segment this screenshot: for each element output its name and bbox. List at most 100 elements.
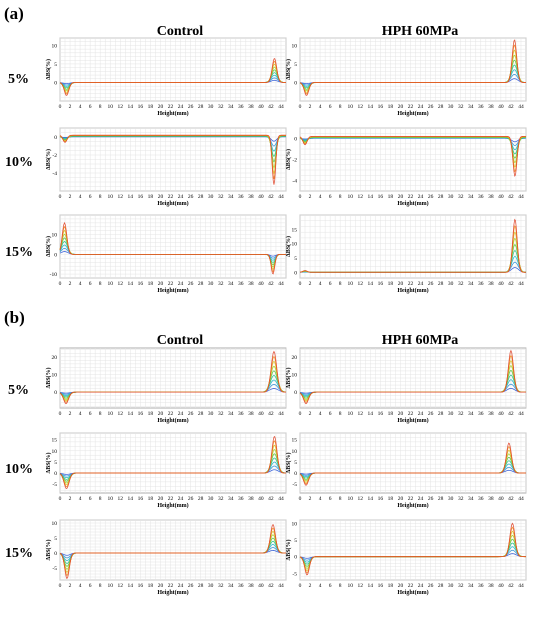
- x-tick-label: 14: [128, 496, 134, 502]
- x-tick-label: 28: [198, 194, 204, 200]
- y-tick-label: 20: [292, 355, 298, 361]
- y-axis-label: ΔBS(%): [285, 236, 292, 257]
- x-tick-label: 42: [268, 104, 274, 110]
- column-title-hph-b: HPH 60MPa: [381, 333, 459, 348]
- x-tick-label: 26: [188, 281, 194, 287]
- x-tick-label: 22: [408, 281, 414, 287]
- x-tick-label: 38: [248, 496, 254, 502]
- x-tick-label: 22: [408, 411, 414, 417]
- plot-area: [59, 37, 287, 102]
- y-tick-label: -10: [50, 272, 58, 278]
- x-tick-label: 36: [478, 411, 484, 417]
- x-tick-label: 44: [518, 194, 524, 200]
- x-tick-label: 34: [228, 583, 234, 589]
- x-tick-label: 32: [218, 194, 224, 200]
- x-tick-label: 12: [118, 104, 124, 110]
- x-tick-label: 24: [178, 104, 184, 110]
- x-tick-label: 32: [458, 194, 464, 200]
- x-tick-label: 8: [99, 281, 102, 287]
- series-line-8: [59, 435, 286, 489]
- x-axis-label: Height(mm): [157, 110, 188, 117]
- x-tick-label: 20: [398, 281, 404, 287]
- y-tick-label: 5: [294, 256, 297, 262]
- x-tick-label: 26: [428, 496, 434, 502]
- grid: [59, 519, 287, 581]
- x-tick-label: 8: [339, 194, 342, 200]
- x-tick-label: 12: [118, 194, 124, 200]
- x-tick-label: 20: [398, 104, 404, 110]
- x-tick-label: 20: [158, 281, 164, 287]
- y-tick-label: 0: [294, 137, 297, 143]
- y-tick-label: 0: [294, 80, 297, 86]
- section-label-b: (b): [4, 308, 25, 327]
- x-tick-label: 28: [198, 583, 204, 589]
- y-tick-label: 0: [54, 80, 57, 86]
- x-tick-label: 26: [428, 411, 434, 417]
- x-tick-label: 22: [168, 104, 174, 110]
- x-tick-label: 12: [118, 411, 124, 417]
- x-tick-label: 10: [107, 583, 113, 589]
- x-tick-label: 6: [329, 411, 332, 417]
- x-tick-label: 12: [358, 583, 364, 589]
- x-tick-label: 4: [79, 104, 82, 110]
- x-tick-label: 6: [329, 194, 332, 200]
- y-tick-label: 10: [52, 372, 58, 378]
- x-tick-label: 28: [438, 411, 444, 417]
- x-tick-label: 26: [188, 104, 194, 110]
- series-line-8: [59, 57, 286, 96]
- x-tick-label: 24: [178, 496, 184, 502]
- x-tick-label: 6: [89, 583, 92, 589]
- y-tick-label: 5: [54, 62, 57, 68]
- x-tick-label: 42: [268, 583, 274, 589]
- x-tick-label: 44: [278, 411, 284, 417]
- plot-area: [59, 432, 287, 494]
- x-tick-label: 42: [268, 194, 274, 200]
- x-tick-label: 16: [138, 496, 144, 502]
- x-tick-label: 10: [347, 583, 353, 589]
- x-tick-label: 32: [218, 104, 224, 110]
- x-tick-label: 42: [508, 281, 514, 287]
- x-tick-label: 8: [99, 583, 102, 589]
- x-tick-label: 34: [468, 583, 474, 589]
- x-tick-label: 6: [89, 411, 92, 417]
- y-tick-label: 0: [294, 471, 297, 477]
- x-tick-label: 10: [347, 281, 353, 287]
- x-tick-label: 42: [508, 194, 514, 200]
- row-label-15-a: 15%: [5, 245, 33, 260]
- x-tick-label: 2: [69, 104, 72, 110]
- x-tick-label: 24: [178, 281, 184, 287]
- x-tick-label: 16: [138, 411, 144, 417]
- x-tick-label: 22: [408, 583, 414, 589]
- x-tick-label: 30: [448, 194, 454, 200]
- x-tick-label: 10: [347, 411, 353, 417]
- x-tick-label: 34: [228, 496, 234, 502]
- x-tick-label: 6: [329, 281, 332, 287]
- x-tick-label: 0: [299, 281, 302, 287]
- x-tick-label: 4: [79, 496, 82, 502]
- x-tick-label: 36: [478, 194, 484, 200]
- y-axis-label: ΔBS(%): [45, 149, 52, 170]
- y-tick-label: 10: [292, 521, 298, 527]
- x-tick-label: 16: [378, 194, 384, 200]
- x-axis-label: Height(mm): [157, 287, 188, 294]
- x-tick-label: 26: [188, 583, 194, 589]
- x-tick-label: 8: [99, 496, 102, 502]
- x-tick-label: 28: [438, 496, 444, 502]
- x-tick-label: 28: [198, 496, 204, 502]
- x-tick-label: 6: [89, 281, 92, 287]
- x-tick-label: 36: [238, 194, 244, 200]
- row-label-15-b: 15%: [5, 546, 33, 561]
- x-tick-label: 24: [418, 194, 424, 200]
- y-tick-label: 10: [52, 43, 58, 49]
- x-tick-label: 24: [178, 411, 184, 417]
- x-tick-label: 0: [299, 496, 302, 502]
- x-tick-label: 4: [79, 194, 82, 200]
- y-tick-label: 0: [54, 551, 57, 557]
- x-tick-label: 34: [228, 194, 234, 200]
- x-tick-label: 16: [378, 281, 384, 287]
- y-tick-label: 15: [292, 227, 298, 233]
- x-tick-label: 8: [339, 104, 342, 110]
